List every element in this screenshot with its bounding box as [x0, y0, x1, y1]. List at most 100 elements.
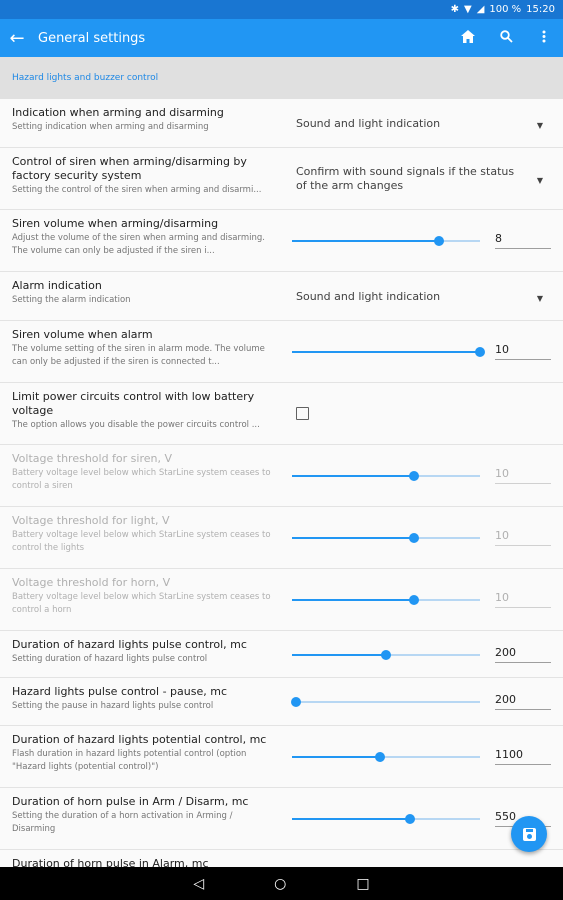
setting-value-field: 10 [495, 590, 551, 608]
setting-row[interactable]: Duration of hazard lights pulse control,… [0, 631, 563, 678]
setting-row[interactable]: Duration of horn pulse in Alarm, mc 550 [0, 850, 563, 867]
slider-thumb[interactable] [290, 697, 301, 707]
slider-track [292, 756, 480, 758]
nav-back-icon[interactable]: ◁ [193, 875, 205, 892]
dropdown-value: Sound and light indication [296, 117, 441, 130]
home-icon[interactable] [449, 29, 487, 47]
setting-row[interactable]: Control of siren when arming/disarming b… [0, 148, 563, 210]
setting-slider[interactable] [292, 235, 480, 247]
setting-slider[interactable] [290, 696, 480, 708]
settings-list: Indication when arming and disarming Sett… [0, 99, 563, 867]
setting-title: Siren volume when alarm [12, 328, 153, 341]
setting-row: Voltage threshold for horn, V Battery vol… [0, 569, 563, 631]
slider-thumb[interactable] [381, 650, 391, 660]
signal-icon: ◢ [476, 4, 485, 15]
setting-text: Duration of hazard lights potential cont… [12, 733, 274, 774]
setting-title: Duration of hazard lights pulse control,… [12, 638, 247, 651]
setting-row[interactable]: Limit power circuits control with low ba… [0, 383, 563, 445]
slider-fill [292, 756, 381, 758]
setting-value-field[interactable]: 10 [495, 342, 551, 360]
dropdown-arrow-icon: ▼ [536, 121, 543, 130]
slider-thumb[interactable] [375, 752, 386, 762]
app-bar: ← General settings [0, 19, 563, 57]
setting-text: Alarm indication Setting the alarm indica… [12, 279, 274, 307]
page-title: General settings [38, 30, 146, 46]
setting-row: Voltage threshold for light, V Battery vo… [0, 507, 563, 569]
setting-dropdown[interactable]: Sound and light indication ▼ [296, 117, 551, 131]
setting-subtitle: The volume setting of the siren in alarm… [12, 344, 265, 367]
slider-thumb[interactable] [433, 236, 444, 246]
setting-value-field[interactable]: 200 [495, 692, 551, 710]
setting-subtitle: Setting indication when arming and disar… [12, 122, 209, 132]
setting-title: Duration of hazard lights potential cont… [12, 733, 267, 746]
back-arrow-icon[interactable]: ← [9, 27, 25, 49]
setting-row[interactable]: Duration of hazard lights potential cont… [0, 726, 563, 788]
setting-title: Duration of horn pulse in Alarm, mc [12, 857, 209, 867]
setting-slider[interactable] [292, 813, 480, 825]
setting-row[interactable]: Hazard lights pulse control - pause, mc S… [0, 678, 563, 726]
setting-row[interactable]: Duration of horn pulse in Arm / Disarm, … [0, 788, 563, 850]
slider-fill [292, 351, 480, 353]
slider-thumb [409, 471, 420, 481]
slider-thumb[interactable] [405, 814, 416, 824]
setting-subtitle: Battery voltage level below which StarLi… [12, 468, 271, 491]
battery-level: 100 % [489, 4, 522, 15]
setting-text: Duration of horn pulse in Alarm, mc [12, 857, 274, 867]
setting-slider [292, 594, 480, 606]
setting-text: Indication when arming and disarming Sett… [12, 106, 274, 134]
setting-value-field[interactable]: 200 [495, 645, 551, 663]
setting-title: Siren volume when arming/disarming [12, 217, 219, 230]
slider-thumb [409, 595, 420, 605]
save-button[interactable] [511, 816, 547, 852]
slider-fill [292, 599, 415, 601]
setting-slider[interactable] [292, 649, 480, 661]
nav-home-icon[interactable]: ○ [274, 875, 287, 892]
setting-value-field[interactable]: 550 [495, 865, 551, 867]
clock: 15:20 [526, 4, 555, 15]
setting-value-field[interactable]: 1100 [495, 747, 551, 765]
setting-text: Voltage threshold for siren, V Battery vo… [12, 452, 274, 493]
setting-text: Hazard lights pulse control - pause, mc S… [12, 685, 274, 713]
setting-dropdown[interactable]: Sound and light indication ▼ [296, 290, 551, 304]
status-bar: ✱ ▼ ◢ 100 % 15:20 [0, 0, 563, 19]
nav-recents-icon[interactable]: □ [356, 875, 370, 892]
setting-subtitle: Setting duration of hazard lights pulse … [12, 654, 208, 664]
setting-slider [292, 532, 480, 544]
more-vert-icon[interactable] [525, 30, 563, 47]
setting-text: Voltage threshold for light, V Battery vo… [12, 514, 274, 555]
search-icon[interactable] [487, 29, 525, 47]
slider-thumb[interactable] [475, 347, 485, 357]
setting-slider[interactable] [292, 346, 485, 358]
setting-row[interactable]: Alarm indication Setting the alarm indica… [0, 272, 563, 321]
setting-title: Indication when arming and disarming [12, 106, 224, 119]
setting-dropdown[interactable]: Confirm with sound signals if the status… [296, 165, 551, 193]
slider-track [292, 701, 480, 703]
setting-value-field: 10 [495, 528, 551, 546]
setting-subtitle: Setting the alarm indication [12, 295, 131, 305]
setting-text: Siren volume when arming/disarming Adjust… [12, 217, 274, 258]
setting-subtitle: Battery voltage level below which StarLi… [12, 530, 271, 553]
slider-fill [292, 537, 415, 539]
slider-fill [292, 240, 439, 242]
setting-text: Voltage threshold for horn, V Battery vol… [12, 576, 274, 617]
save-icon [522, 827, 536, 841]
setting-row[interactable]: Siren volume when alarm The volume settin… [0, 321, 563, 383]
setting-title: Duration of horn pulse in Arm / Disarm, … [12, 795, 249, 808]
setting-row[interactable]: Indication when arming and disarming Sett… [0, 99, 563, 148]
setting-title: Control of siren when arming/disarming b… [12, 155, 247, 182]
setting-title: Voltage threshold for light, V [12, 514, 170, 527]
setting-title: Voltage threshold for horn, V [12, 576, 171, 589]
setting-subtitle: Adjust the volume of the siren when armi… [12, 233, 265, 256]
slider-fill [292, 475, 415, 477]
dropdown-arrow-icon: ▼ [536, 294, 543, 303]
bluetooth-icon: ✱ [450, 4, 459, 15]
setting-text: Duration of horn pulse in Arm / Disarm, … [12, 795, 274, 836]
setting-row[interactable]: Siren volume when arming/disarming Adjust… [0, 210, 563, 272]
section-header: Hazard lights and buzzer control [0, 57, 563, 99]
setting-slider[interactable] [292, 751, 480, 763]
setting-subtitle: Flash duration in hazard lights potentia… [12, 749, 247, 772]
setting-checkbox[interactable] [296, 407, 309, 420]
setting-subtitle: Battery voltage level below which StarLi… [12, 592, 271, 615]
dropdown-arrow-icon: ▼ [536, 176, 543, 185]
setting-value-field[interactable]: 8 [495, 231, 551, 249]
